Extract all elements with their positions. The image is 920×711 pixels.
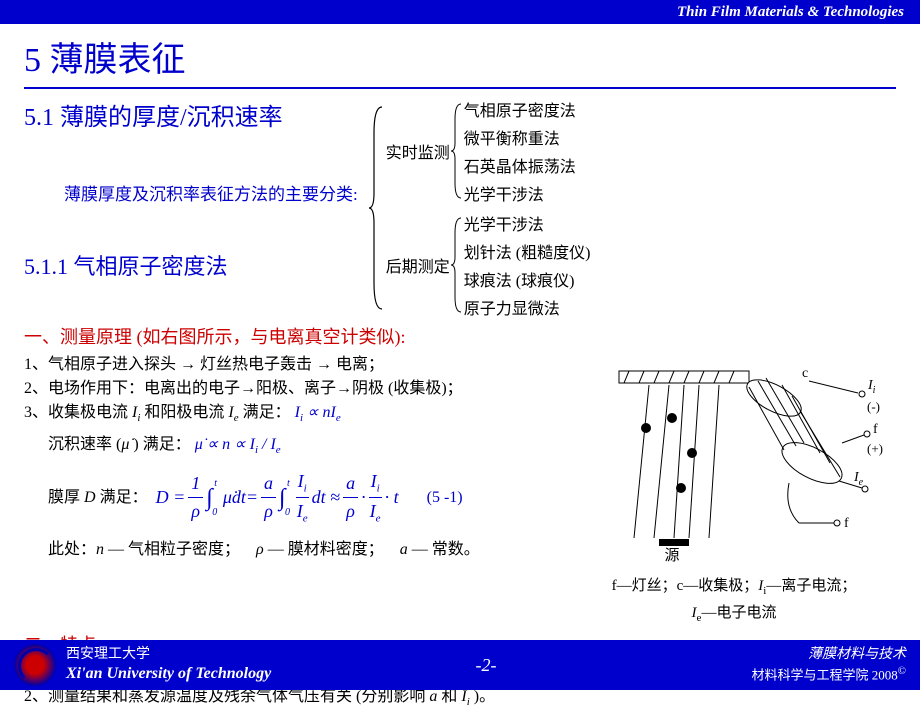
principle-text: 1、气相原子进入探头 → 灯丝热电子轰击 → 电离； 2、电场作用下：电离出的电… (24, 353, 564, 627)
rate-line: 沉积速率 (μ̇ ) 满足： μ̇ ∝ n ∝ Ii / Ie (24, 433, 564, 459)
svg-text:c: c (802, 366, 808, 381)
brace-icon (450, 101, 464, 201)
diagram-caption: f—灯丝；c—收集极；Ii—离子电流； Ie—电子电流 (574, 574, 894, 627)
footer-right: 薄膜材料与技术 材料科学与工程学院 2008© (497, 646, 907, 684)
method-item: 石英晶体振荡法 (464, 153, 576, 177)
method-item: 划针法 (粗糙度仪) (464, 239, 591, 263)
svg-text:源: 源 (664, 547, 679, 563)
classification-tree: 实时监测 气相原子密度法 微平衡称重法 石英晶体振荡法 光学干涉法 后期测定 光… (368, 97, 591, 319)
line-2: 2、电场作用下：电离出的电子→阳极、离子→阴极 (收集极)； (24, 377, 564, 401)
group-name-1: 后期测定 (386, 253, 450, 277)
page-number: -2- (476, 655, 497, 676)
group-name-0: 实时监测 (386, 139, 450, 163)
university-logo (14, 644, 56, 686)
part1-title: 一、测量原理 (如右图所示，与电离真空计类似): (24, 323, 896, 349)
svg-text:f: f (844, 516, 849, 531)
svg-text:(+): (+) (867, 441, 883, 456)
svg-text:f: f (873, 422, 878, 437)
brace-icon (450, 215, 464, 315)
header-bar: Thin Film Materials & Technologies (0, 0, 920, 24)
method-item: 光学干涉法 (464, 181, 576, 205)
footer: 西安理工大学 Xi'an University of Technology -2… (0, 640, 920, 690)
line-3: 3、收集极电流 Ii 和阳极电流 Ie 满足： Ii ∝ nIe (24, 401, 564, 427)
diagram: 源 c Ii (-) f (+) Ie f f—灯丝；c—收集极 (574, 363, 894, 627)
here-line: 此处：n — 气相粒子密度； ρ — 膜材料密度； a — 常数。 (24, 538, 564, 562)
eq-number: (5 -1) (427, 486, 463, 510)
svg-text:(-): (-) (867, 399, 880, 414)
content: 5 薄膜表征 5.1 薄膜的厚度/沉积速率 薄膜厚度及沉积率表征方法的主要分类:… (0, 24, 920, 711)
section-title: 5.1 薄膜的厚度/沉积速率 (24, 97, 358, 132)
main-title: 5 薄膜表征 (24, 32, 896, 89)
apparatus-diagram: 源 c Ii (-) f (+) Ie f (574, 363, 894, 563)
footer-left: 西安理工大学 Xi'an University of Technology (66, 646, 476, 685)
thickness-line: 膜厚 D 满足： D = 1ρ ∫t0 μ̇dt = aρ ∫t0 IiIedt… (24, 468, 564, 527)
line-1: 1、气相原子进入探头 → 灯丝热电子轰击 → 电离； (24, 353, 564, 377)
method-item: 微平衡称重法 (464, 125, 576, 149)
svg-text:Ii: Ii (867, 378, 876, 396)
subsection-title: 5.1.1 气相原子密度法 (24, 249, 358, 281)
method-item: 球痕法 (球痕仪) (464, 267, 591, 291)
method-item: 气相原子密度法 (464, 97, 576, 121)
classify-label: 薄膜厚度及沉积率表征方法的主要分类: (24, 180, 358, 205)
method-item: 光学干涉法 (464, 211, 591, 235)
method-item: 原子力显微法 (464, 295, 591, 319)
header-title: Thin Film Materials & Technologies (677, 4, 904, 20)
brace-icon (368, 103, 386, 313)
